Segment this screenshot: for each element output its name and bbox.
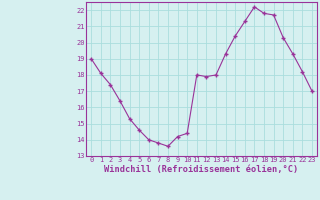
X-axis label: Windchill (Refroidissement éolien,°C): Windchill (Refroidissement éolien,°C) [104, 165, 299, 174]
